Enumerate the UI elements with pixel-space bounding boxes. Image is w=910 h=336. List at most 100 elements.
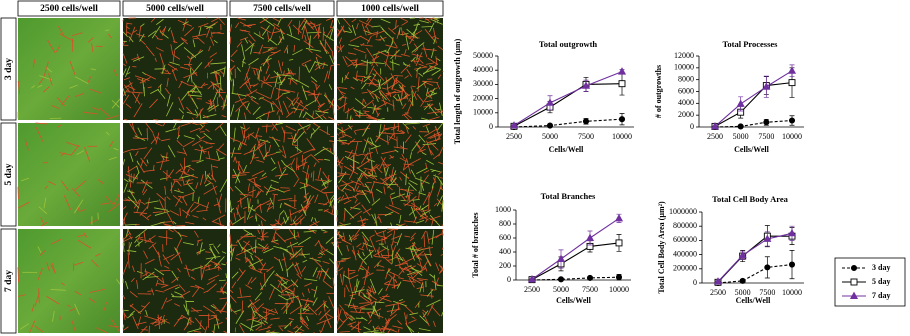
neurite bbox=[258, 224, 260, 227]
neurite bbox=[295, 79, 310, 88]
neurite bbox=[309, 257, 321, 262]
neurite bbox=[366, 26, 370, 33]
neurite bbox=[307, 288, 310, 294]
neurite bbox=[159, 156, 165, 171]
neurite bbox=[157, 314, 161, 330]
neurite bbox=[187, 84, 203, 89]
neurite bbox=[353, 307, 366, 309]
neurite bbox=[87, 37, 94, 43]
neurite bbox=[180, 66, 190, 70]
neurite bbox=[89, 219, 98, 224]
neurite bbox=[289, 251, 298, 261]
neurite bbox=[345, 311, 354, 321]
neurite bbox=[314, 240, 320, 247]
neurite bbox=[297, 164, 300, 171]
point bbox=[738, 250, 747, 259]
neurite bbox=[209, 52, 218, 58]
neurite bbox=[367, 172, 375, 178]
point bbox=[763, 234, 772, 242]
neurite bbox=[243, 240, 250, 246]
neurite bbox=[266, 202, 271, 206]
neurite bbox=[411, 316, 416, 319]
neurite bbox=[301, 25, 306, 39]
neurite bbox=[167, 63, 178, 71]
series-line bbox=[717, 235, 792, 283]
neurite bbox=[245, 258, 250, 263]
neurite bbox=[295, 216, 305, 226]
neurite bbox=[429, 215, 441, 221]
neurite bbox=[385, 206, 400, 215]
neurite bbox=[300, 315, 309, 327]
neurite bbox=[321, 180, 332, 186]
neurite bbox=[182, 18, 188, 32]
micrograph bbox=[336, 17, 444, 121]
neurite bbox=[315, 84, 318, 91]
row-header-box bbox=[0, 228, 17, 334]
neurite bbox=[342, 17, 351, 28]
neurite bbox=[186, 106, 194, 115]
row-header: 3 day bbox=[4, 58, 14, 80]
neurite bbox=[201, 264, 212, 270]
neurite bbox=[138, 25, 142, 38]
neurite bbox=[310, 154, 320, 163]
neurite bbox=[288, 98, 296, 108]
neurite bbox=[248, 58, 259, 66]
x-axis-label: Cells/Well bbox=[736, 296, 771, 305]
neurite bbox=[229, 36, 232, 45]
neurite bbox=[253, 32, 265, 40]
neurite bbox=[124, 82, 133, 89]
neurite bbox=[140, 213, 150, 221]
neurite bbox=[291, 214, 304, 226]
neurite bbox=[199, 144, 206, 154]
neurite bbox=[243, 246, 258, 253]
x-tick-label: 5000 bbox=[542, 132, 558, 141]
neurite bbox=[235, 171, 240, 184]
neurite bbox=[190, 309, 203, 312]
neurite bbox=[180, 167, 186, 178]
neurite bbox=[343, 96, 347, 112]
neurite bbox=[217, 243, 221, 248]
neurite bbox=[233, 212, 237, 222]
neurite bbox=[303, 198, 310, 203]
neurite bbox=[204, 251, 211, 253]
neurite bbox=[416, 278, 428, 281]
neurite bbox=[249, 261, 256, 270]
neurite bbox=[322, 62, 326, 69]
neurite bbox=[383, 75, 395, 86]
neurite bbox=[358, 169, 367, 182]
neurite bbox=[336, 25, 345, 36]
row-header-box bbox=[0, 17, 17, 121]
neurite bbox=[289, 209, 292, 222]
neurite bbox=[186, 317, 191, 326]
neurite bbox=[407, 325, 415, 333]
neurite bbox=[394, 262, 409, 267]
neurite bbox=[391, 80, 396, 91]
neurite bbox=[426, 159, 434, 165]
neurite bbox=[127, 196, 140, 209]
neurite bbox=[411, 53, 423, 58]
neurite bbox=[290, 78, 298, 85]
neurite bbox=[208, 104, 220, 112]
neurite bbox=[142, 71, 146, 75]
neurite bbox=[437, 74, 442, 80]
neurite bbox=[182, 21, 189, 26]
neurite bbox=[166, 298, 173, 303]
neurite bbox=[301, 59, 312, 65]
neurite bbox=[87, 76, 91, 84]
neurite bbox=[206, 279, 216, 285]
neurite bbox=[283, 130, 286, 143]
neurite bbox=[248, 176, 258, 181]
neurite bbox=[396, 251, 404, 262]
neurite bbox=[277, 279, 283, 285]
neurite bbox=[110, 318, 120, 332]
neurite bbox=[277, 161, 283, 175]
neurite bbox=[285, 125, 296, 132]
legend-symbol bbox=[850, 264, 858, 272]
neurite bbox=[411, 245, 420, 260]
neurite bbox=[344, 156, 360, 164]
neurite bbox=[283, 235, 299, 242]
neurite bbox=[38, 206, 48, 215]
neurite bbox=[262, 56, 270, 67]
neurite bbox=[265, 184, 272, 196]
neurite bbox=[339, 304, 349, 316]
